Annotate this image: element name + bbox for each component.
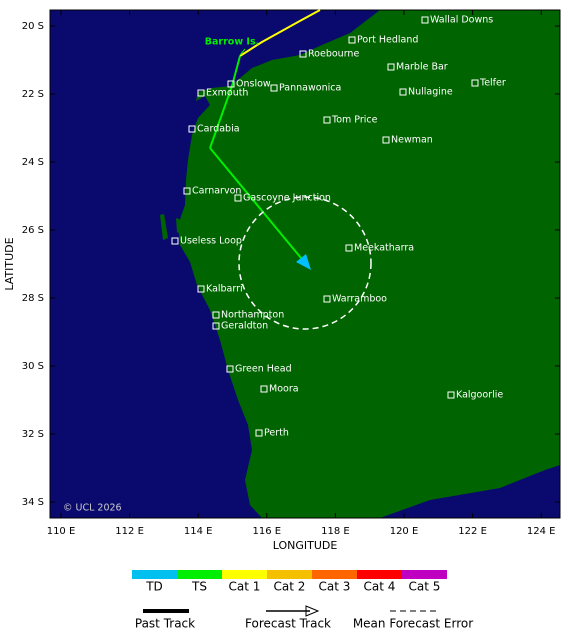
town-label: Meekatharra [354,243,414,254]
town-marker [382,136,390,144]
island-label: Barrow Is. [205,37,259,48]
intensity-label: Cat 2 [274,580,306,594]
intensity-label: Cat 1 [229,580,261,594]
forecast-arrow-sample [305,605,320,617]
land [178,10,560,518]
town-marker [270,84,278,92]
town-label: Useless Loop [180,236,242,247]
town-marker [471,79,479,87]
forecast-track [209,147,307,265]
town-label: Northampton [221,310,284,321]
copyright: © UCL 2026 [63,503,122,514]
town-marker [255,429,263,437]
y-tick-label: 20 S [22,21,44,32]
island-pointer [239,48,246,56]
town-marker [345,244,353,252]
intensity-swatch [222,570,267,579]
town-label: Onslow [236,79,271,90]
town-marker [183,187,191,195]
track-legend-label: Mean Forecast Error [353,617,473,631]
intensity-swatch [177,570,222,579]
town-marker [387,63,395,71]
town-label: Kalgoorlie [456,390,503,401]
intensity-label: Cat 3 [319,580,351,594]
town-label: Wallal Downs [430,15,493,26]
town-marker [197,285,205,293]
town-label: Telfer [479,78,506,89]
town-label: Tom Price [331,115,378,126]
y-tick-label: 24 S [22,157,44,168]
town-marker [212,311,220,319]
intensity-label: Cat 4 [364,580,396,594]
town-marker [399,88,407,96]
x-tick-label: 110 E [47,526,76,537]
town-label: Roebourne [308,49,359,60]
town-marker [323,295,331,303]
town-label: Perth [264,428,289,439]
town-label: Moora [269,384,299,395]
town-marker [171,237,179,245]
intensity-swatch [402,570,447,579]
y-tick-label: 26 S [22,225,44,236]
town-label: Port Hedland [357,35,418,46]
x-tick-label: 116 E [253,526,282,537]
intensity-label: TS [191,580,207,594]
town-marker [234,194,242,202]
town-label: Cardabia [197,124,240,135]
town-label: Marble Bar [396,62,448,73]
x-tick-label: 122 E [458,526,487,537]
past-track-cat1 [239,9,321,57]
intensity-label: TD [145,580,163,594]
town-marker [348,36,356,44]
y-axis-title: LATITUDE [3,237,16,290]
town-label: Exmouth [206,88,248,99]
town-marker [447,391,455,399]
intensity-swatch [312,570,357,579]
x-tick-label: 114 E [184,526,213,537]
town-marker [188,125,196,133]
past-track-ts [209,55,241,149]
track-legend-label: Forecast Track [245,617,331,631]
islands [160,214,186,240]
town-label: Carnarvon [192,186,241,197]
intensity-swatch [267,570,312,579]
intensity-swatch [132,570,177,579]
intensity-swatch [357,570,402,579]
town-label: Kalbarri [206,284,243,295]
forecast-arrow [296,254,311,270]
town-marker [212,322,220,330]
y-tick-label: 34 S [22,497,44,508]
town-marker [226,365,234,373]
y-tick-label: 28 S [22,293,44,304]
x-tick-label: 120 E [390,526,419,537]
town-label: Newman [391,135,433,146]
town-marker [227,80,235,88]
town-label: Nullagine [408,87,453,98]
x-axis-title: LONGITUDE [273,539,338,552]
town-marker [421,16,429,24]
x-tick-label: 118 E [321,526,350,537]
forecast-error-circle [238,196,372,330]
y-tick-label: 30 S [22,361,44,372]
town-marker [299,50,307,58]
track-legend-label: Past Track [135,617,195,631]
town-marker [323,116,331,124]
town-label: Warramboo [332,294,387,305]
intensity-label: Cat 5 [409,580,441,594]
town-label: Gascoyne Junction [243,193,331,204]
town-label: Green Head [235,364,292,375]
town-label: Pannawonica [279,83,341,94]
town-marker [197,89,205,97]
town-label: Geraldton [221,321,268,332]
town-marker [260,385,268,393]
x-tick-label: 112 E [115,526,144,537]
y-tick-label: 22 S [22,89,44,100]
y-tick-label: 32 S [22,429,44,440]
x-tick-label: 124 E [527,526,556,537]
map-frame [49,9,561,519]
